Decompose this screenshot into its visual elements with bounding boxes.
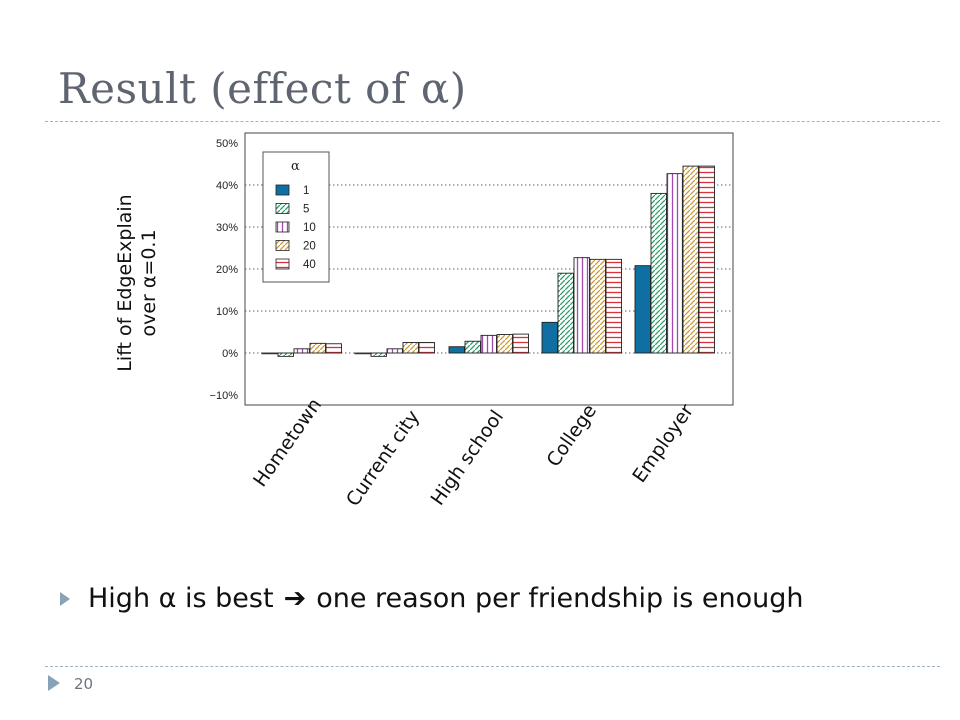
x-category-label: Hometown bbox=[249, 394, 326, 491]
legend-label: 5 bbox=[303, 204, 309, 216]
y-tick-label: 0% bbox=[222, 348, 238, 360]
bar bbox=[496, 334, 513, 354]
legend-title: α bbox=[291, 159, 300, 174]
legend-label: 40 bbox=[303, 259, 316, 271]
bar bbox=[682, 165, 699, 354]
bar bbox=[402, 342, 419, 354]
y-tick-label: 40% bbox=[216, 180, 238, 192]
legend-box bbox=[262, 151, 330, 283]
footer-divider bbox=[45, 666, 940, 667]
bar bbox=[293, 348, 310, 354]
y-tick-label: −10% bbox=[210, 390, 239, 402]
y-tick-label: 50% bbox=[216, 138, 238, 150]
bar bbox=[634, 265, 651, 354]
y-tick-label: 30% bbox=[216, 222, 238, 234]
bar bbox=[354, 352, 371, 355]
legend-label: 20 bbox=[303, 241, 316, 253]
bar bbox=[557, 272, 574, 354]
y-tick-label: 20% bbox=[216, 264, 238, 276]
bar bbox=[541, 321, 558, 354]
bar bbox=[325, 343, 342, 354]
legend-swatch bbox=[275, 240, 290, 251]
bar bbox=[698, 165, 715, 354]
bar bbox=[309, 342, 326, 354]
legend-swatch bbox=[275, 184, 290, 196]
bar bbox=[464, 340, 481, 354]
page-number: 20 bbox=[74, 675, 94, 693]
x-category-label: High school bbox=[427, 406, 508, 509]
footer-arrow-icon bbox=[48, 675, 60, 691]
legend-swatch bbox=[275, 258, 290, 270]
bar bbox=[418, 342, 435, 354]
bar bbox=[573, 257, 590, 354]
bar bbox=[605, 258, 622, 354]
bar bbox=[512, 333, 529, 354]
bullet-item: High α is best ➔ one reason per friendsh… bbox=[60, 583, 804, 614]
bar bbox=[589, 258, 606, 354]
legend-swatch bbox=[275, 203, 290, 214]
bar bbox=[261, 352, 278, 355]
bullet-text-before: High α is best bbox=[88, 583, 274, 614]
bar bbox=[650, 192, 667, 354]
bullet-text-after: one reason per friendship is enough bbox=[316, 583, 804, 614]
title-divider bbox=[45, 121, 940, 122]
right-arrow-icon: ➔ bbox=[283, 583, 307, 614]
y-axis-label: Lift of EdgeExplain over α=0.1 bbox=[114, 194, 160, 371]
bar bbox=[277, 352, 294, 357]
bar bbox=[480, 334, 497, 354]
x-category-label: College bbox=[542, 400, 601, 471]
x-category-label: Employer bbox=[628, 400, 698, 487]
legend-swatch bbox=[275, 221, 290, 233]
bar bbox=[666, 173, 683, 354]
legend-label: 1 bbox=[303, 185, 309, 197]
bar bbox=[370, 352, 387, 357]
bullet-arrow-icon bbox=[60, 591, 70, 606]
bar bbox=[386, 348, 403, 354]
legend-label: 10 bbox=[303, 222, 316, 234]
slide-title: Result (effect of α) bbox=[58, 64, 467, 113]
x-category-label: Current city bbox=[342, 406, 424, 510]
bar bbox=[448, 346, 465, 354]
y-tick-label: 10% bbox=[216, 306, 238, 318]
